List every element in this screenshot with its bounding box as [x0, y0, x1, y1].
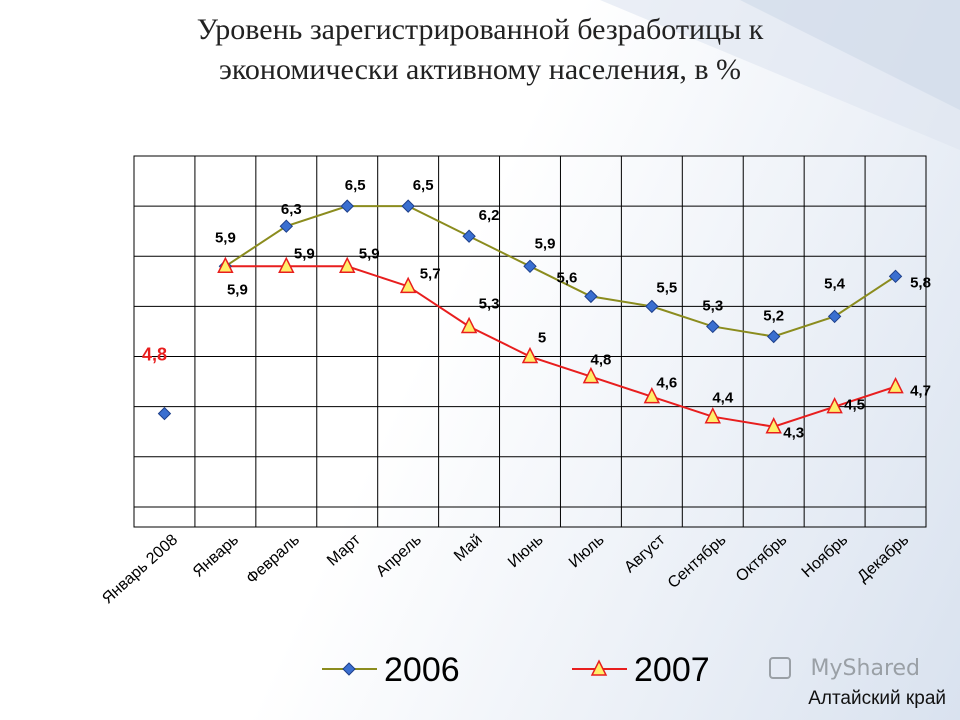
data-label-2006: 6,2 — [479, 207, 500, 224]
legend-label-2007: 2007 — [634, 651, 710, 689]
data-point-2006 — [401, 199, 415, 213]
data-label-2006: 5,9 — [215, 229, 236, 246]
x-tick-label: Июнь — [505, 531, 547, 571]
legend-marker-2007 — [590, 659, 608, 676]
title-line-1: Уровень зарегистрированной безработицы к — [196, 13, 764, 46]
data-point-2007 — [582, 366, 600, 384]
data-point-2007 — [278, 256, 295, 274]
data-label-2007: 5,7 — [420, 265, 441, 282]
data-label-2007: 4,5 — [844, 397, 865, 414]
data-label-2006: 5,8 — [910, 274, 931, 291]
data-point-2007 — [217, 256, 234, 274]
data-point-2007 — [704, 407, 721, 424]
data-point-2007 — [521, 346, 539, 364]
x-tick-label: Август — [621, 531, 669, 576]
data-point-2007 — [887, 376, 904, 394]
data-point-2007 — [339, 256, 356, 274]
series-line-2006 — [224, 205, 897, 338]
data-point-2007 — [765, 417, 782, 434]
data-label-standalone: 4,8 — [142, 345, 167, 365]
x-tick-label: Декабрь — [854, 531, 912, 585]
series-line-2007 — [225, 265, 896, 428]
data-label-2007: 5,9 — [227, 281, 248, 298]
data-point-2007 — [643, 386, 661, 404]
data-label-2007: 4,8 — [590, 352, 611, 369]
watermark-icon — [769, 657, 791, 679]
data-label-2007: 4,7 — [910, 383, 931, 400]
background-decoration — [600, 0, 960, 150]
x-tick-label: Сентябрь — [665, 531, 730, 592]
x-tick-label: Ноябрь — [799, 531, 852, 581]
data-point-2007 — [826, 396, 843, 414]
data-label-2006: 6,3 — [281, 201, 302, 218]
x-tick-label: Июль — [566, 531, 608, 571]
chart-title: Уровень зарегистрированной безработицы к… — [60, 10, 900, 90]
data-label-2006: 5,3 — [702, 297, 723, 314]
data-label-2007: 5,3 — [479, 295, 500, 312]
data-point-2006 — [584, 289, 598, 304]
data-label-2006: 5,5 — [656, 279, 677, 296]
data-point-standalone — [157, 406, 172, 421]
data-point-2006 — [888, 269, 903, 284]
watermark-text: MyShared — [810, 656, 920, 681]
legend-marker-2006 — [342, 662, 356, 676]
data-point-2006 — [827, 309, 842, 324]
data-label-2007: 4,4 — [712, 390, 734, 407]
data-label-2007: 4,3 — [783, 425, 804, 442]
x-tick-label: Апрель — [373, 531, 425, 580]
title-line-2: экономически активному населения, в % — [218, 53, 742, 86]
x-tick-label: Октябрь — [733, 531, 790, 585]
plot-area — [133, 155, 927, 528]
data-label-2007: 5,9 — [359, 245, 380, 262]
data-point-2006 — [706, 319, 720, 334]
data-point-2006 — [766, 329, 781, 344]
data-point-2006 — [340, 199, 354, 213]
x-tick-label: Февраль — [243, 531, 303, 587]
data-point-2007 — [460, 316, 478, 334]
x-tick-label: Январь — [190, 531, 242, 580]
data-point-2006 — [462, 229, 476, 243]
data-label-2006: 5,9 — [535, 235, 556, 252]
x-tick-label: Январь 2008 — [99, 531, 181, 607]
data-label-2006: 6,5 — [345, 177, 366, 194]
data-label-2007: 5,9 — [294, 245, 315, 262]
region-label: Алтайский край — [808, 688, 946, 709]
data-label-2006: 5,6 — [556, 269, 577, 286]
data-label-2006: 6,5 — [413, 177, 434, 194]
data-point-2006 — [279, 219, 294, 233]
data-point-2007 — [399, 276, 417, 294]
x-tick-label: Март — [324, 531, 364, 570]
legend-label-2006: 2006 — [384, 651, 460, 689]
x-tick-label: Май — [451, 531, 486, 565]
data-point-2006 — [645, 299, 659, 314]
data-label-2007: 4,6 — [656, 375, 677, 392]
data-label-2006: 5,4 — [824, 275, 846, 292]
data-label-2007: 5 — [538, 330, 546, 347]
data-point-2006 — [523, 259, 537, 274]
data-label-2006: 5,2 — [763, 307, 784, 324]
